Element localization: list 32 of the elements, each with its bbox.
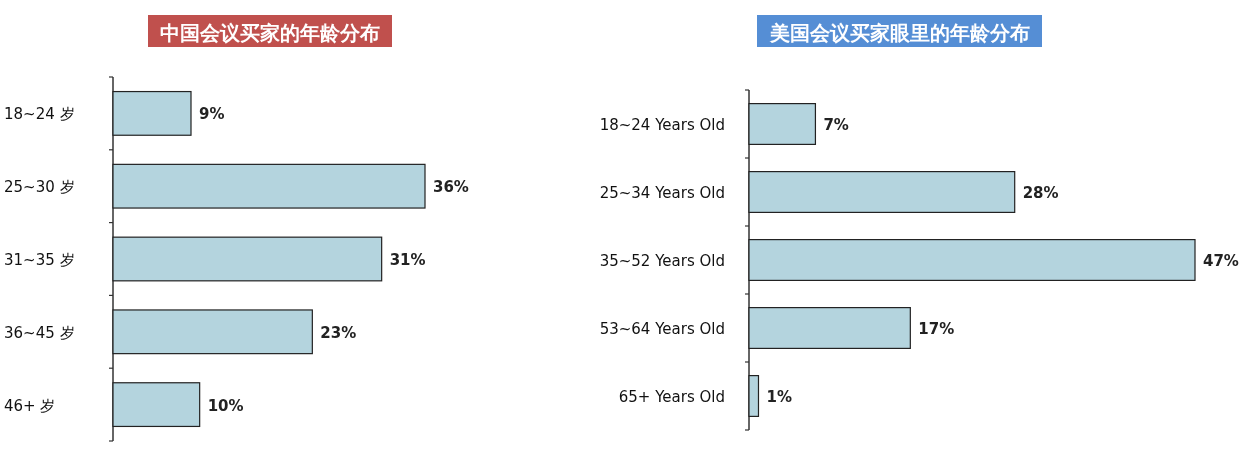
bar	[748, 103, 817, 145]
bar	[748, 171, 1016, 213]
bar	[112, 236, 383, 282]
y-tick-label: 35~52 Years Old	[599, 252, 725, 270]
data-label: 9%	[199, 105, 225, 124]
data-label: 7%	[823, 116, 849, 134]
data-label: 28%	[1022, 184, 1059, 202]
bar	[112, 90, 192, 136]
y-tick-label: 46+ 岁	[4, 396, 56, 415]
bar	[112, 309, 313, 355]
y-tick-label: 65+ Years Old	[618, 388, 725, 406]
data-label: 31%	[389, 251, 426, 269]
bar	[112, 163, 426, 209]
bar	[748, 307, 911, 349]
bar	[748, 375, 760, 417]
bar	[748, 239, 1196, 281]
y-tick-label: 36~45 岁	[4, 323, 75, 342]
chart-title: 美国会议买家眼里的年龄分布	[769, 21, 1030, 45]
y-tick-label: 53~64 Years Old	[599, 320, 725, 338]
y-tick-label: 25~34 Years Old	[599, 184, 725, 202]
data-label: 23%	[320, 323, 357, 342]
y-tick-label: 18~24 Years Old	[599, 116, 725, 134]
data-label: 36%	[433, 178, 469, 197]
bar	[112, 382, 201, 428]
data-label: 17%	[918, 320, 955, 338]
y-tick-label: 25~30 岁	[4, 178, 75, 197]
chart-title: 中国会议买家的年龄分布	[160, 21, 380, 45]
y-tick-label: 18~24 岁	[4, 105, 75, 124]
y-tick-label: 31~35 岁	[4, 251, 75, 269]
data-label: 10%	[207, 396, 244, 415]
data-label: 1%	[766, 388, 792, 406]
data-label: 47%	[1203, 252, 1239, 270]
